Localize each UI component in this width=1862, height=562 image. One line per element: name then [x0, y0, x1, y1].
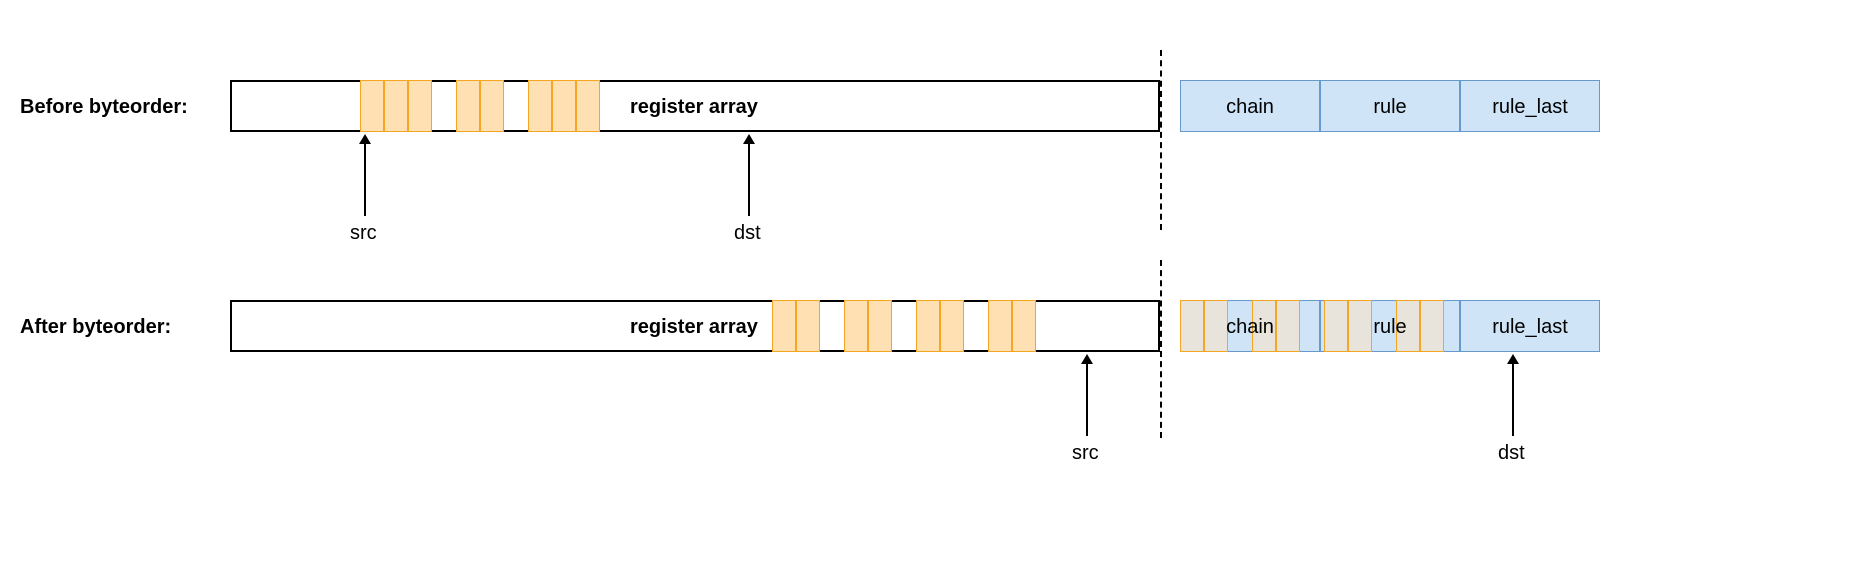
after-register-title: register array	[630, 316, 758, 339]
before-arrow-label: dst	[734, 222, 761, 245]
after-orange-cell	[916, 300, 940, 352]
before-orange-cell	[384, 80, 408, 132]
after-orange-cell	[988, 300, 1012, 352]
before-orange-cell	[456, 80, 480, 132]
before-orange-cell	[408, 80, 432, 132]
before-orange-cell	[576, 80, 600, 132]
after-field-label: chain	[1180, 316, 1320, 339]
after-orange-cell	[844, 300, 868, 352]
before-arrow-head-icon	[359, 134, 371, 144]
before-field-label: rule	[1320, 96, 1460, 119]
after-orange-cell	[1012, 300, 1036, 352]
before-orange-cell	[552, 80, 576, 132]
before-partition-line	[1160, 50, 1162, 230]
after-arrow-head-icon	[1507, 354, 1519, 364]
after-orange-cell	[796, 300, 820, 352]
after-field-label: rule	[1320, 316, 1460, 339]
before-orange-cell	[360, 80, 384, 132]
after-arrow-label: dst	[1498, 442, 1525, 465]
before-field-label: chain	[1180, 96, 1320, 119]
after-arrow-head-icon	[1081, 354, 1093, 364]
before-field-label: rule_last	[1460, 96, 1600, 119]
before-arrow-line	[364, 142, 366, 216]
after-arrow-line	[1512, 362, 1514, 436]
after-partition-line	[1160, 260, 1162, 438]
after-label: After byteorder:	[20, 316, 171, 339]
before-orange-cell	[480, 80, 504, 132]
after-arrow-line	[1086, 362, 1088, 436]
before-label: Before byteorder:	[20, 96, 188, 119]
before-orange-cell	[528, 80, 552, 132]
before-register-title: register array	[630, 96, 758, 119]
after-orange-cell	[940, 300, 964, 352]
after-orange-cell	[772, 300, 796, 352]
before-arrow-label: src	[350, 222, 377, 245]
after-arrow-label: src	[1072, 442, 1099, 465]
after-orange-cell	[868, 300, 892, 352]
after-field-label: rule_last	[1460, 316, 1600, 339]
before-arrow-head-icon	[743, 134, 755, 144]
before-arrow-line	[748, 142, 750, 216]
